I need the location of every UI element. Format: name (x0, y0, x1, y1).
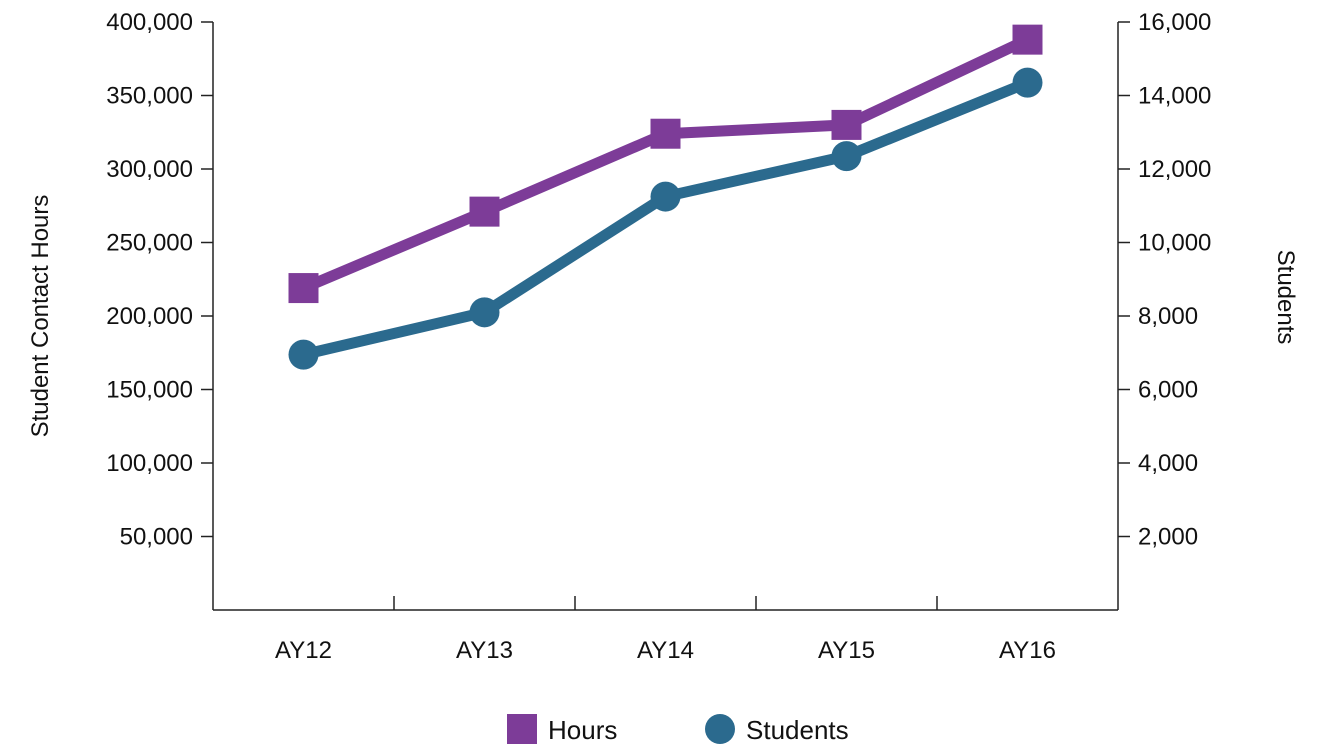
hours-data-point (470, 197, 500, 227)
left-axis-tick-label: 350,000 (106, 83, 193, 110)
students-data-point (289, 340, 319, 370)
x-axis-tick-label: AY12 (275, 637, 332, 664)
legend-hours-label: Hours (548, 715, 617, 745)
left-axis-title: Student Contact Hours (27, 195, 54, 438)
left-axis-tick-label: 100,000 (106, 450, 193, 477)
x-axis-tick-label: AY15 (818, 637, 875, 664)
hours-series-line (304, 40, 1028, 288)
right-axis-tick-label: 14,000 (1138, 83, 1211, 110)
right-axis-tick-label: 16,000 (1138, 9, 1211, 36)
left-axis-tick-label: 50,000 (120, 524, 193, 551)
right-axis-tick-label: 8,000 (1138, 303, 1198, 330)
x-axis-tick-label: AY16 (999, 637, 1056, 664)
students-data-point (470, 297, 500, 327)
hours-data-point (1013, 25, 1043, 55)
left-axis-tick-label: 300,000 (106, 156, 193, 183)
right-axis-tick-label: 10,000 (1138, 230, 1211, 257)
students-data-point (651, 182, 681, 212)
left-axis-tick-label: 250,000 (106, 230, 193, 257)
hours-data-point (289, 273, 319, 303)
hours-data-point (832, 110, 862, 140)
left-axis-tick-label: 200,000 (106, 303, 193, 330)
x-axis-tick-label: AY14 (637, 637, 694, 664)
legend: Hours Students (507, 714, 849, 745)
right-axis-tick-label: 6,000 (1138, 377, 1198, 404)
series-layer (289, 25, 1043, 370)
left-axis-tick-label: 150,000 (106, 377, 193, 404)
hours-data-point (651, 119, 681, 149)
legend-students-label: Students (746, 715, 849, 745)
axes: 50,000 100,000 150,000 200,000 250,000 300,00… (27, 9, 1299, 664)
left-axis-tick-label: 400,000 (106, 9, 193, 36)
right-axis-tick-label: 12,000 (1138, 156, 1211, 183)
right-axis-tick-label: 2,000 (1138, 524, 1198, 551)
students-data-point (1013, 68, 1043, 98)
right-axis-tick-label: 4,000 (1138, 450, 1198, 477)
right-axis-title: Students (1272, 250, 1299, 345)
legend-hours-swatch (507, 714, 537, 744)
legend-students-swatch (705, 714, 735, 744)
x-axis-tick-label: AY13 (456, 637, 513, 664)
students-data-point (832, 141, 862, 171)
